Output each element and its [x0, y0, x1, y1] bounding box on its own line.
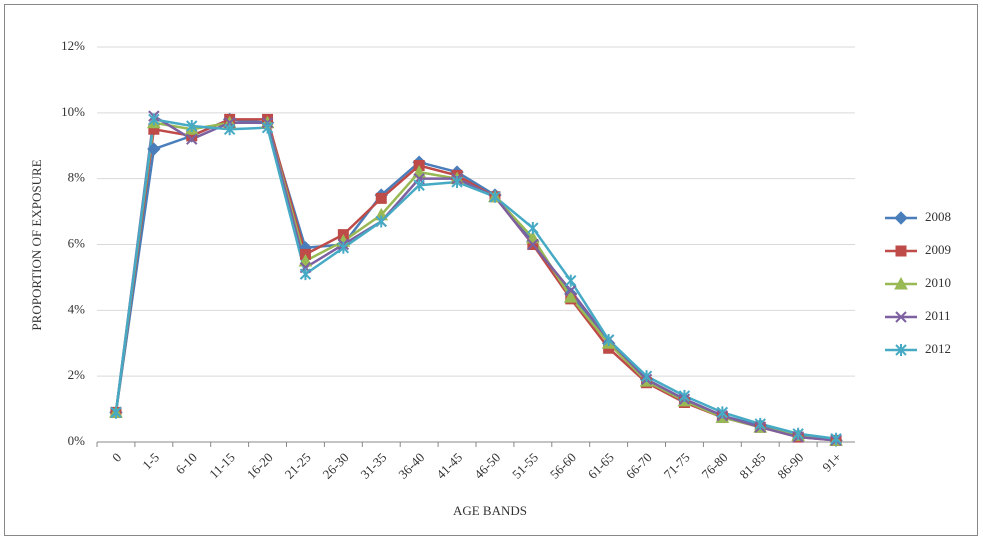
marker	[754, 417, 766, 430]
marker	[110, 406, 122, 419]
marker	[894, 211, 908, 225]
marker	[186, 133, 198, 145]
marker	[223, 123, 236, 136]
legend-label: 2009	[925, 242, 951, 257]
y-tick-label: 4%	[68, 301, 86, 316]
marker	[830, 432, 842, 445]
chart-frame	[4, 4, 978, 536]
marker	[261, 121, 274, 134]
marker	[895, 245, 907, 257]
y-axis-title: PROPORTION OF EXPOSURE	[29, 159, 44, 330]
marker	[413, 179, 425, 192]
marker	[894, 276, 908, 290]
y-tick-label: 0%	[68, 433, 86, 448]
marker	[565, 284, 577, 297]
marker	[148, 113, 160, 126]
x-axis-title: AGE BANDS	[453, 503, 527, 518]
legend-label: 2012	[925, 341, 951, 356]
marker	[527, 222, 539, 235]
marker	[375, 192, 387, 204]
marker	[565, 274, 577, 287]
marker	[375, 215, 387, 228]
marker	[186, 120, 198, 132]
marker	[895, 311, 907, 323]
marker	[716, 406, 729, 419]
series-line	[114, 114, 837, 442]
marker	[527, 238, 539, 251]
marker	[602, 333, 615, 346]
legend-label: 2011	[925, 308, 951, 323]
marker	[640, 370, 653, 383]
marker	[489, 190, 501, 203]
y-tick-label: 10%	[61, 104, 85, 119]
marker	[563, 290, 578, 303]
y-tick-label: 6%	[68, 235, 86, 250]
series-line	[114, 117, 837, 440]
y-tick-label: 2%	[68, 367, 86, 382]
marker	[299, 268, 312, 281]
marker	[678, 389, 691, 402]
marker	[895, 344, 907, 356]
marker	[147, 142, 161, 156]
marker	[451, 175, 463, 188]
marker	[337, 241, 350, 254]
legend-label: 2008	[925, 209, 951, 224]
y-tick-label: 8%	[68, 170, 86, 185]
y-tick-label: 12%	[61, 38, 85, 53]
marker	[792, 427, 804, 440]
legend-label: 2010	[925, 275, 951, 290]
